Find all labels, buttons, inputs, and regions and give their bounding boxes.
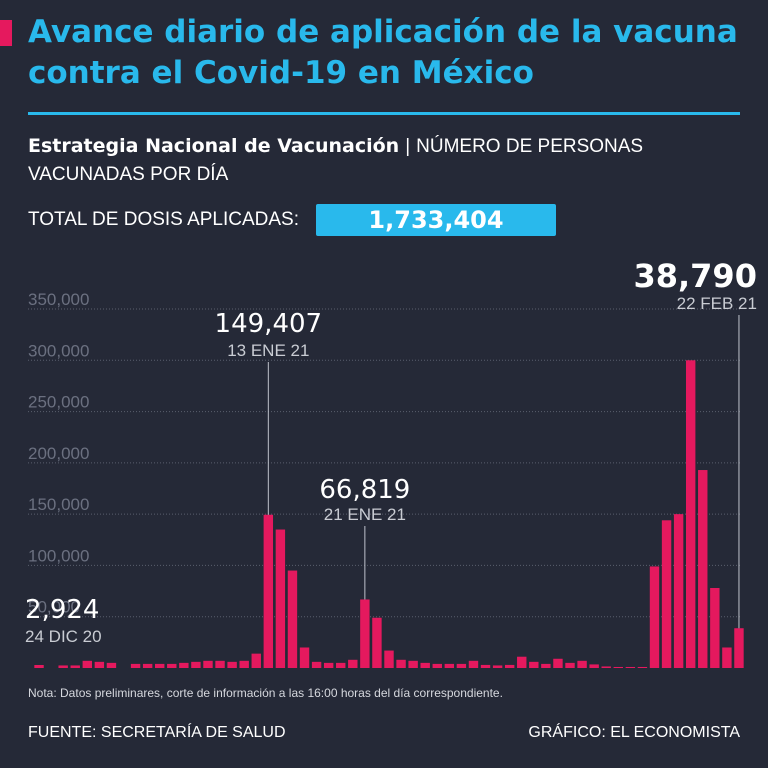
accent-bar (0, 20, 12, 46)
title-divider (28, 112, 740, 115)
bar (673, 514, 684, 668)
bar (179, 662, 189, 668)
annotation-value: 149,407 (215, 309, 323, 339)
bar (130, 663, 141, 668)
bar (275, 529, 286, 668)
total-doses-badge: 1,733,404 (316, 204, 556, 236)
footnote: Nota: Datos preliminares, corte de infor… (28, 686, 503, 700)
bar (722, 647, 732, 668)
y-tick-label: 150,000 (28, 495, 89, 514)
annotation-date: 21 ENE 21 (324, 505, 406, 524)
chart-title: Avance diario de aplicación de la vacuna… (28, 14, 738, 91)
total-doses-value: 1,733,404 (368, 206, 504, 234)
bar (553, 658, 563, 668)
bar-layer (34, 360, 744, 668)
graphic-credit: GRÁFICO: EL ECONOMISTA (528, 724, 740, 741)
chart-subtitle: Estrategia Nacional de Vacunación | NÚMERO… (28, 132, 740, 189)
bar (649, 566, 660, 668)
grid-layer: 350,000 300,000 250,000 200,000 150,000 100,0… (28, 290, 740, 618)
bar (348, 659, 358, 668)
bar (504, 664, 515, 668)
bar (239, 660, 249, 668)
bar (577, 660, 587, 668)
bar (444, 663, 455, 668)
bar (203, 660, 213, 668)
y-tick-label: 350,000 (28, 290, 89, 309)
subtitle-separator: | (405, 136, 411, 157)
bar (565, 662, 575, 668)
bar (142, 663, 153, 668)
bar (287, 570, 298, 668)
annotation-value: 66,819 (319, 475, 410, 505)
bar (492, 665, 503, 668)
bar (698, 470, 708, 668)
annotation-value: 38,790 (633, 257, 756, 295)
bar (299, 647, 310, 668)
bar (517, 656, 527, 668)
bar (734, 628, 744, 668)
bar (263, 514, 274, 668)
bar (432, 663, 442, 668)
bar (34, 665, 44, 668)
y-tick-label: 250,000 (28, 393, 89, 412)
subtitle-strategy: Estrategia Nacional de Vacunación (28, 135, 400, 157)
bar (456, 663, 467, 668)
bar (94, 661, 105, 668)
bar (625, 666, 636, 668)
source-credit: FUENTE: SECRETARÍA DE SALUD (28, 724, 286, 741)
bar (191, 661, 201, 668)
bar (420, 662, 430, 668)
bar (601, 666, 611, 668)
y-tick-label: 50,000 (28, 598, 80, 617)
y-tick-label: 200,000 (28, 444, 89, 463)
bar (613, 666, 623, 668)
bar (710, 587, 720, 668)
bar (480, 664, 491, 668)
bar (589, 664, 599, 668)
bar (541, 663, 551, 668)
bar (155, 663, 165, 668)
annotation-date: 13 ENE 21 (227, 341, 309, 360)
bar (468, 660, 479, 668)
annotation-value: 2,924 (25, 595, 99, 625)
bar (251, 653, 261, 668)
bar (360, 599, 370, 668)
bar (637, 666, 648, 668)
total-doses-label: TOTAL DE DOSIS APLICADAS: (28, 209, 300, 230)
bar (408, 660, 418, 668)
bar (106, 662, 117, 668)
bar (311, 661, 322, 668)
bar (82, 660, 93, 668)
bar (323, 662, 334, 668)
bar (215, 660, 225, 668)
bar (70, 665, 80, 668)
bar (529, 661, 539, 668)
bar (227, 661, 237, 668)
bar (384, 650, 394, 668)
bar (685, 360, 696, 668)
bar (336, 662, 346, 668)
bar (167, 663, 177, 668)
bar (372, 617, 382, 668)
y-tick-label: 100,000 (28, 546, 89, 565)
annotation-date: 22 FEB 21 (677, 294, 757, 313)
bar (58, 665, 68, 668)
annotation-date: 24 DIC 20 (25, 627, 102, 646)
subtitle-description: NÚMERO DE PERSONAS VACUNADAS POR DÍA (28, 136, 644, 185)
bar (396, 659, 406, 668)
daily-vaccination-chart: 350,000 300,000 250,000 200,000 150,000 100,0… (25, 257, 757, 668)
bar (661, 520, 672, 668)
y-tick-label: 300,000 (28, 341, 89, 360)
